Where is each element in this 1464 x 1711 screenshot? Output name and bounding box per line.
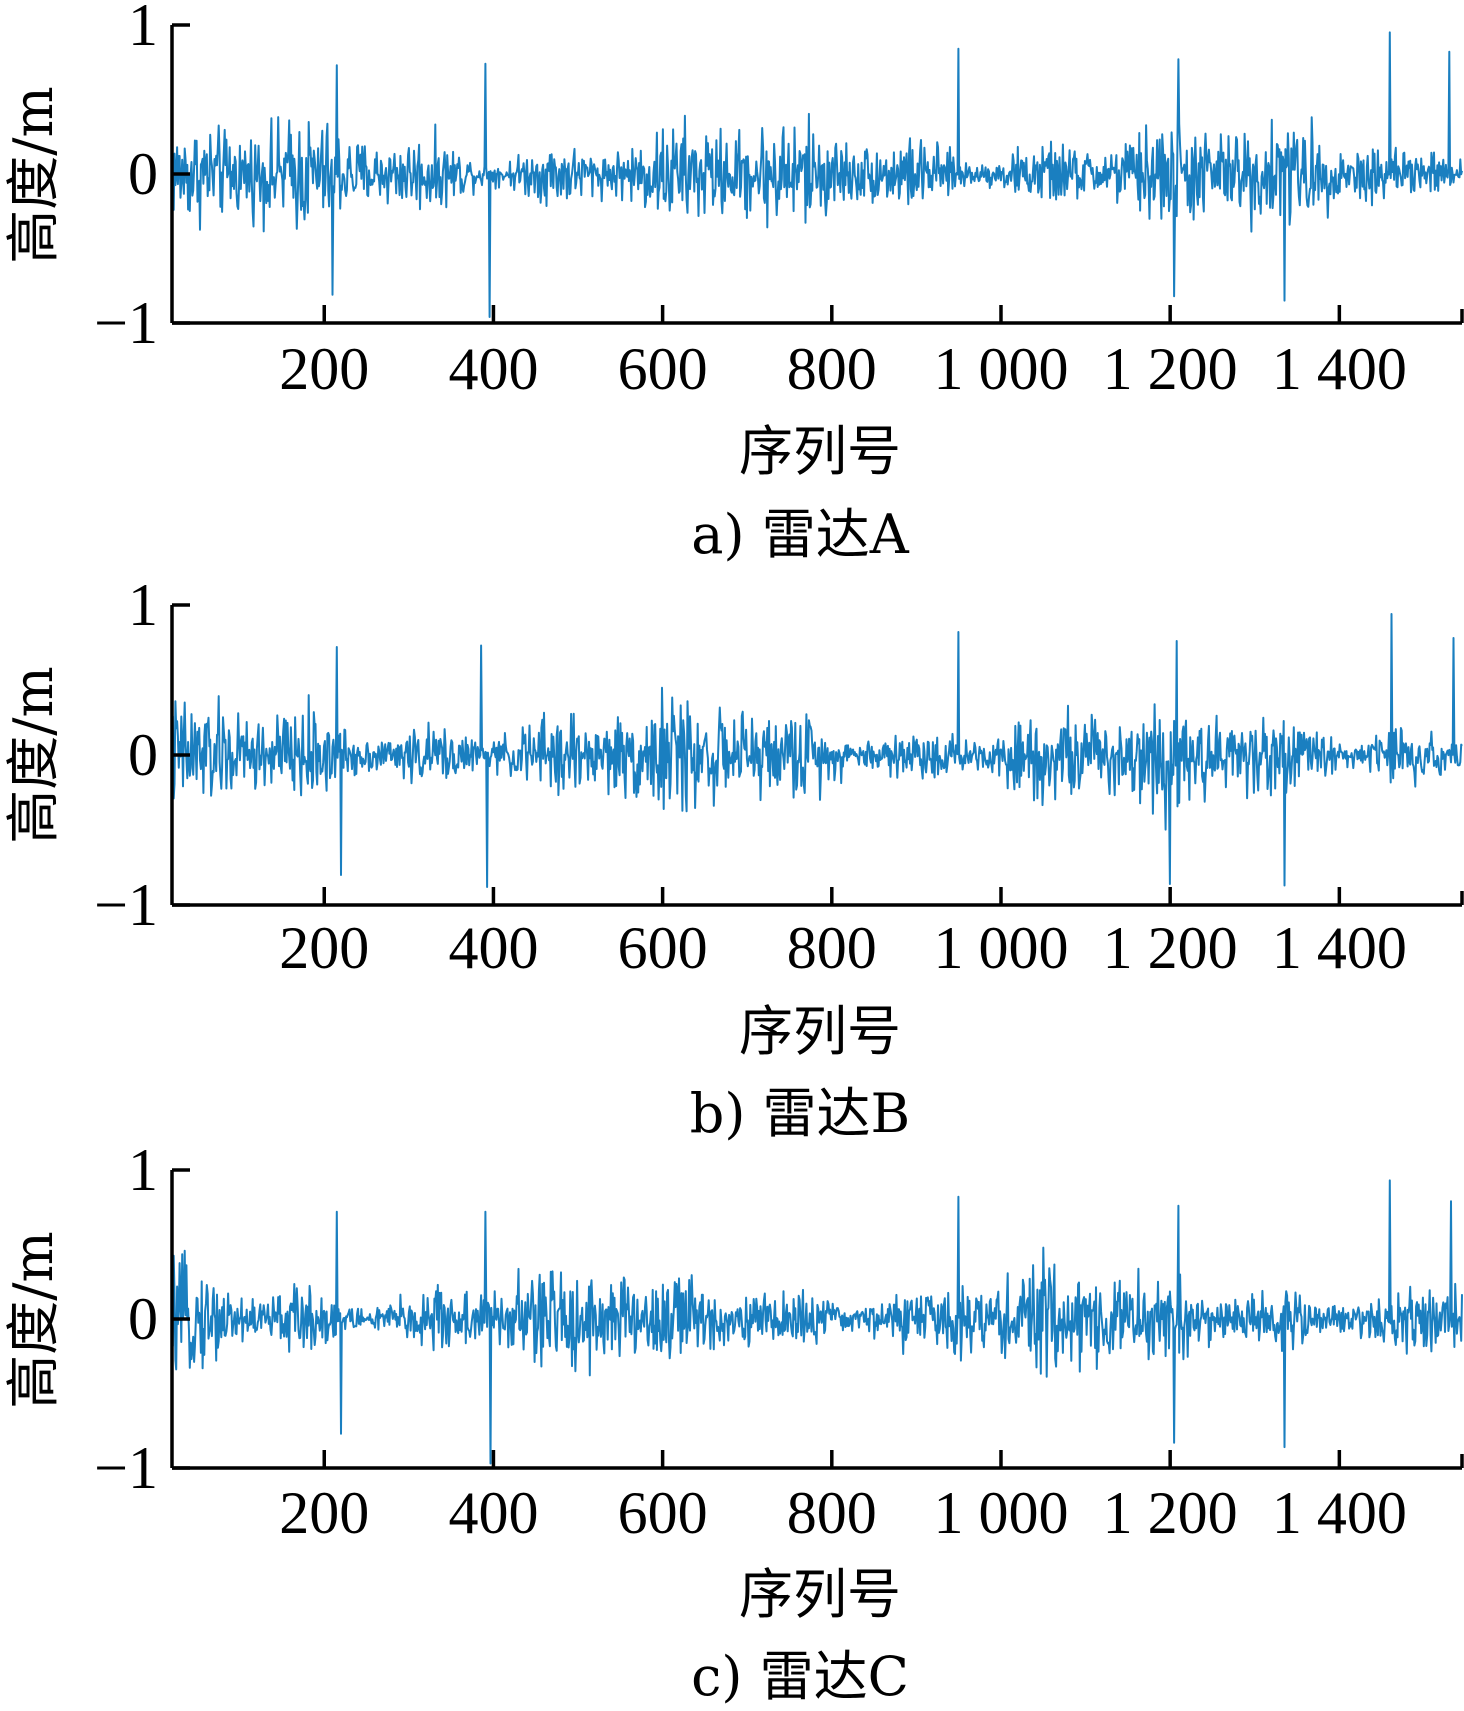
y-axis-title: 高度/m xyxy=(2,86,65,263)
y-tick-label: −1 xyxy=(94,872,158,938)
x-tick-label: 1 200 xyxy=(1103,336,1238,402)
x-tick-label: 400 xyxy=(448,915,538,981)
x-tick-label: 1 200 xyxy=(1103,1480,1238,1546)
y-tick-label: 1 xyxy=(128,0,158,58)
y-tick-label: 1 xyxy=(128,1137,158,1203)
y-tick-label: −1 xyxy=(94,1435,158,1501)
y-tick-label: −1 xyxy=(94,290,158,356)
y-tick-label: 0 xyxy=(128,722,158,788)
x-tick-label: 1 000 xyxy=(933,915,1068,981)
x-tick-label: 1 000 xyxy=(933,336,1068,402)
y-axis-title: 高度/m xyxy=(2,666,65,843)
chart-panel-2: −1 0 1 200 400 600 800 1 000 1 200 1 400 高度/m 序列号 b)… xyxy=(2,572,1464,1145)
x-tick-label: 800 xyxy=(787,336,877,402)
series-line-2 xyxy=(171,613,1463,888)
x-tick-label: 1 400 xyxy=(1272,1480,1407,1546)
x-tick-label: 200 xyxy=(279,336,369,402)
x-tick-label: 1 400 xyxy=(1272,915,1407,981)
chart-panel-1: −1 0 1 200 400 600 800 1 000 1 200 1 400 高度/m 序列号 a)… xyxy=(2,0,1464,566)
x-tick-label: 1 400 xyxy=(1272,336,1407,402)
x-tick-label: 400 xyxy=(448,336,538,402)
x-tick-label: 800 xyxy=(787,1480,877,1546)
series-line-1 xyxy=(171,31,1463,318)
chart-panel-3: −1 0 1 200 400 600 800 1 000 1 200 1 400 高度/m 序列号 c)… xyxy=(2,1137,1464,1708)
x-axis-title: 序列号 xyxy=(739,1563,901,1626)
x-tick-label: 600 xyxy=(618,915,708,981)
y-tick-label: 0 xyxy=(128,141,158,207)
x-tick-label: 600 xyxy=(618,1480,708,1546)
y-tick-label: 1 xyxy=(128,572,158,638)
series-line-3 xyxy=(171,1179,1463,1465)
x-tick-label: 200 xyxy=(279,1480,369,1546)
x-tick-label: 1 000 xyxy=(933,1480,1068,1546)
panel-caption: c) 雷达C xyxy=(691,1645,909,1708)
x-tick-label: 1 200 xyxy=(1103,915,1238,981)
y-tick-label: 0 xyxy=(128,1286,158,1352)
x-axis-title: 序列号 xyxy=(739,1000,901,1063)
panel-caption: a) 雷达A xyxy=(691,503,909,566)
x-tick-label: 200 xyxy=(279,915,369,981)
x-tick-label: 600 xyxy=(618,336,708,402)
x-axis-title: 序列号 xyxy=(739,420,901,483)
panel-caption: b) 雷达B xyxy=(690,1082,910,1145)
y-axis-title: 高度/m xyxy=(2,1231,65,1408)
x-tick-label: 400 xyxy=(448,1480,538,1546)
x-tick-label: 800 xyxy=(787,915,877,981)
